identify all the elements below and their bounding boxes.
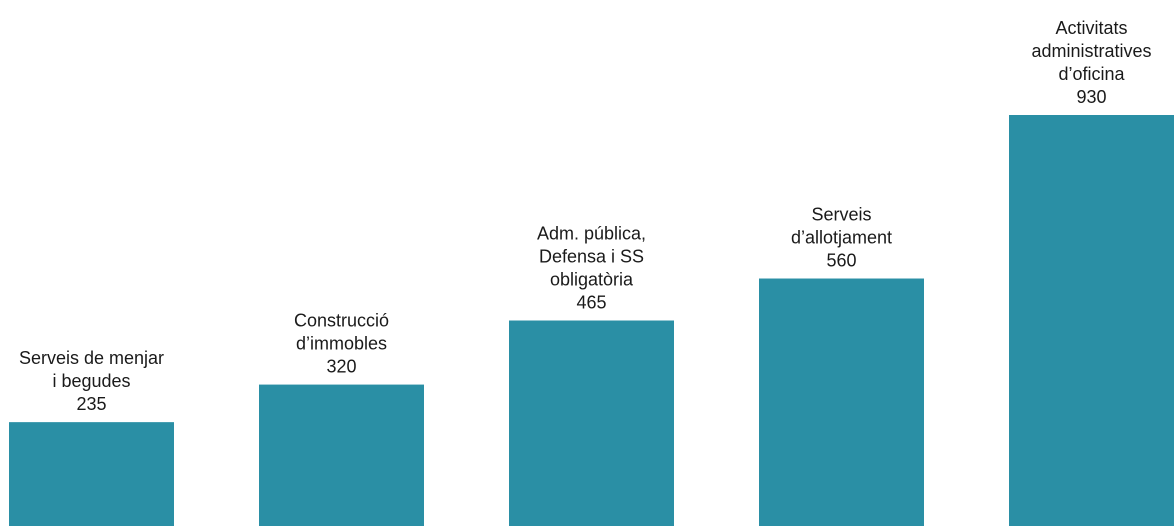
category-label: i begudes [52,371,130,391]
category-label: Serveis [811,205,871,225]
category-label: administratives [1031,41,1151,61]
value-label: 930 [1076,87,1106,107]
category-label: Defensa i SS [539,247,644,267]
bars-group [9,115,1174,526]
category-label: d’immobles [296,334,387,354]
labels-group: Serveis de menjar i begudes 235 Construcció… [19,18,1152,414]
bar [9,422,174,526]
value-label: 465 [576,293,606,313]
bar [759,278,924,526]
bar [259,384,424,526]
category-label: Construcció [294,311,389,331]
category-label: Adm. pública, [537,224,646,244]
category-label: obligatòria [550,270,634,290]
value-label: 235 [76,394,106,414]
category-label: Activitats [1055,18,1127,38]
bar [1009,115,1174,526]
category-label: Serveis de menjar [19,348,164,368]
category-label: d’oficina [1058,64,1125,84]
value-label: 320 [326,357,356,377]
category-label: d’allotjament [791,228,892,248]
value-label: 560 [826,251,856,271]
bar [509,320,674,526]
